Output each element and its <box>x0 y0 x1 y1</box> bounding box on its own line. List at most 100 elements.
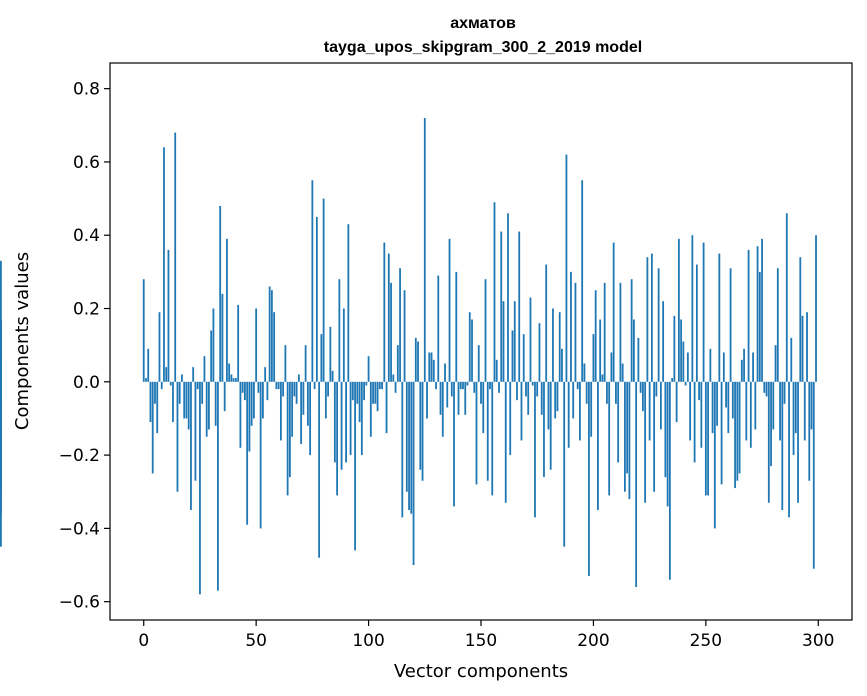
bar-undefined <box>0 381 2 401</box>
bar-218 <box>633 319 635 382</box>
bar-111 <box>392 374 395 382</box>
bar-189 <box>567 381 570 448</box>
bar-90 <box>345 381 347 463</box>
bar-210 <box>615 381 617 404</box>
bar-271 <box>752 352 754 382</box>
bar-106 <box>381 381 383 390</box>
bar-237 <box>675 381 678 423</box>
bar-2 <box>147 348 150 382</box>
y-axis-label: Components values <box>12 252 33 430</box>
bar-296 <box>808 381 811 481</box>
bar-285 <box>783 381 786 404</box>
bar-238 <box>677 238 680 382</box>
bar-295 <box>806 312 808 382</box>
bar-201 <box>594 290 597 382</box>
bar-52 <box>259 381 262 529</box>
bar-58 <box>273 312 276 382</box>
bar-245 <box>693 381 696 463</box>
bar-31 <box>212 308 215 382</box>
bar-152 <box>484 279 487 382</box>
bar-63 <box>284 345 287 382</box>
bar-241 <box>684 381 687 386</box>
bar-297 <box>810 381 813 430</box>
bar-258 <box>722 352 725 382</box>
x-tick-label: 250 <box>690 631 722 651</box>
bar-81 <box>324 381 327 419</box>
bar-261 <box>729 268 732 382</box>
bar-48 <box>250 381 253 426</box>
bar-61 <box>279 381 282 441</box>
bar-257 <box>720 381 723 485</box>
x-tick-label: 300 <box>802 631 834 651</box>
bar-183 <box>554 381 557 419</box>
bar-265 <box>738 381 741 474</box>
chart-title-line-2: tayga_upos_skipgram_300_2_2019 model <box>324 39 642 56</box>
bar-74 <box>309 381 312 456</box>
bar-299 <box>815 235 817 382</box>
bar-59 <box>275 381 278 390</box>
bar-82 <box>327 381 329 397</box>
bar-171 <box>527 381 530 415</box>
bar-164 <box>511 330 514 382</box>
bar-undefined <box>0 363 2 382</box>
bar-49 <box>253 381 255 419</box>
bar-36 <box>223 381 226 412</box>
y-tick-label: 0.4 <box>73 226 100 246</box>
bar-159 <box>500 231 503 382</box>
bar-4 <box>151 381 154 474</box>
bar-45 <box>244 381 246 401</box>
bar-75 <box>311 180 314 382</box>
bar-197 <box>585 381 588 404</box>
bar-174 <box>534 381 536 518</box>
x-axis-label: Vector components <box>394 661 568 682</box>
bar-158 <box>498 381 500 393</box>
bar-108 <box>385 381 388 434</box>
bar-101 <box>369 381 372 437</box>
bar-153 <box>486 381 489 481</box>
bar-117 <box>405 381 408 492</box>
bar-22 <box>192 367 195 382</box>
bar-129 <box>432 359 435 382</box>
bar-166 <box>516 381 518 401</box>
bar-156 <box>493 202 496 382</box>
bar-287 <box>788 381 790 518</box>
bar-143 <box>464 381 467 415</box>
bar-236 <box>673 315 676 382</box>
bar-60 <box>277 381 280 390</box>
bar-162 <box>507 213 509 382</box>
bar-65 <box>288 381 291 478</box>
bar-229 <box>657 268 660 382</box>
y-tick-label: 0.8 <box>73 80 100 100</box>
bar-23 <box>194 381 197 481</box>
bar-204 <box>601 374 604 382</box>
bar-260 <box>727 381 730 434</box>
bar-168 <box>520 381 523 441</box>
y-tick-label: −0.4 <box>59 519 100 539</box>
bar-17 <box>181 374 183 382</box>
bar-196 <box>583 363 586 382</box>
bar-179 <box>545 264 548 382</box>
bar-177 <box>540 381 543 415</box>
bar-272 <box>754 381 757 430</box>
bar-37 <box>226 238 228 382</box>
bar-132 <box>439 381 442 415</box>
bar-undefined <box>0 381 2 547</box>
bar-25 <box>199 381 201 595</box>
bar-66 <box>291 381 294 437</box>
bar-200 <box>592 334 595 382</box>
bar-291 <box>797 381 799 503</box>
bar-113 <box>396 345 399 382</box>
bar-114 <box>399 268 401 382</box>
bar-14 <box>174 132 177 382</box>
bar-234 <box>668 381 671 580</box>
bar-105 <box>378 381 381 390</box>
bar-9 <box>163 147 165 382</box>
bar-227 <box>653 381 656 492</box>
bar-253 <box>711 381 714 434</box>
bar-10 <box>165 367 168 382</box>
bar-215 <box>626 381 629 474</box>
bar-208 <box>610 352 613 382</box>
y-tick-label: 0.2 <box>73 300 100 320</box>
bar-232 <box>664 381 667 478</box>
bar-262 <box>731 381 734 419</box>
